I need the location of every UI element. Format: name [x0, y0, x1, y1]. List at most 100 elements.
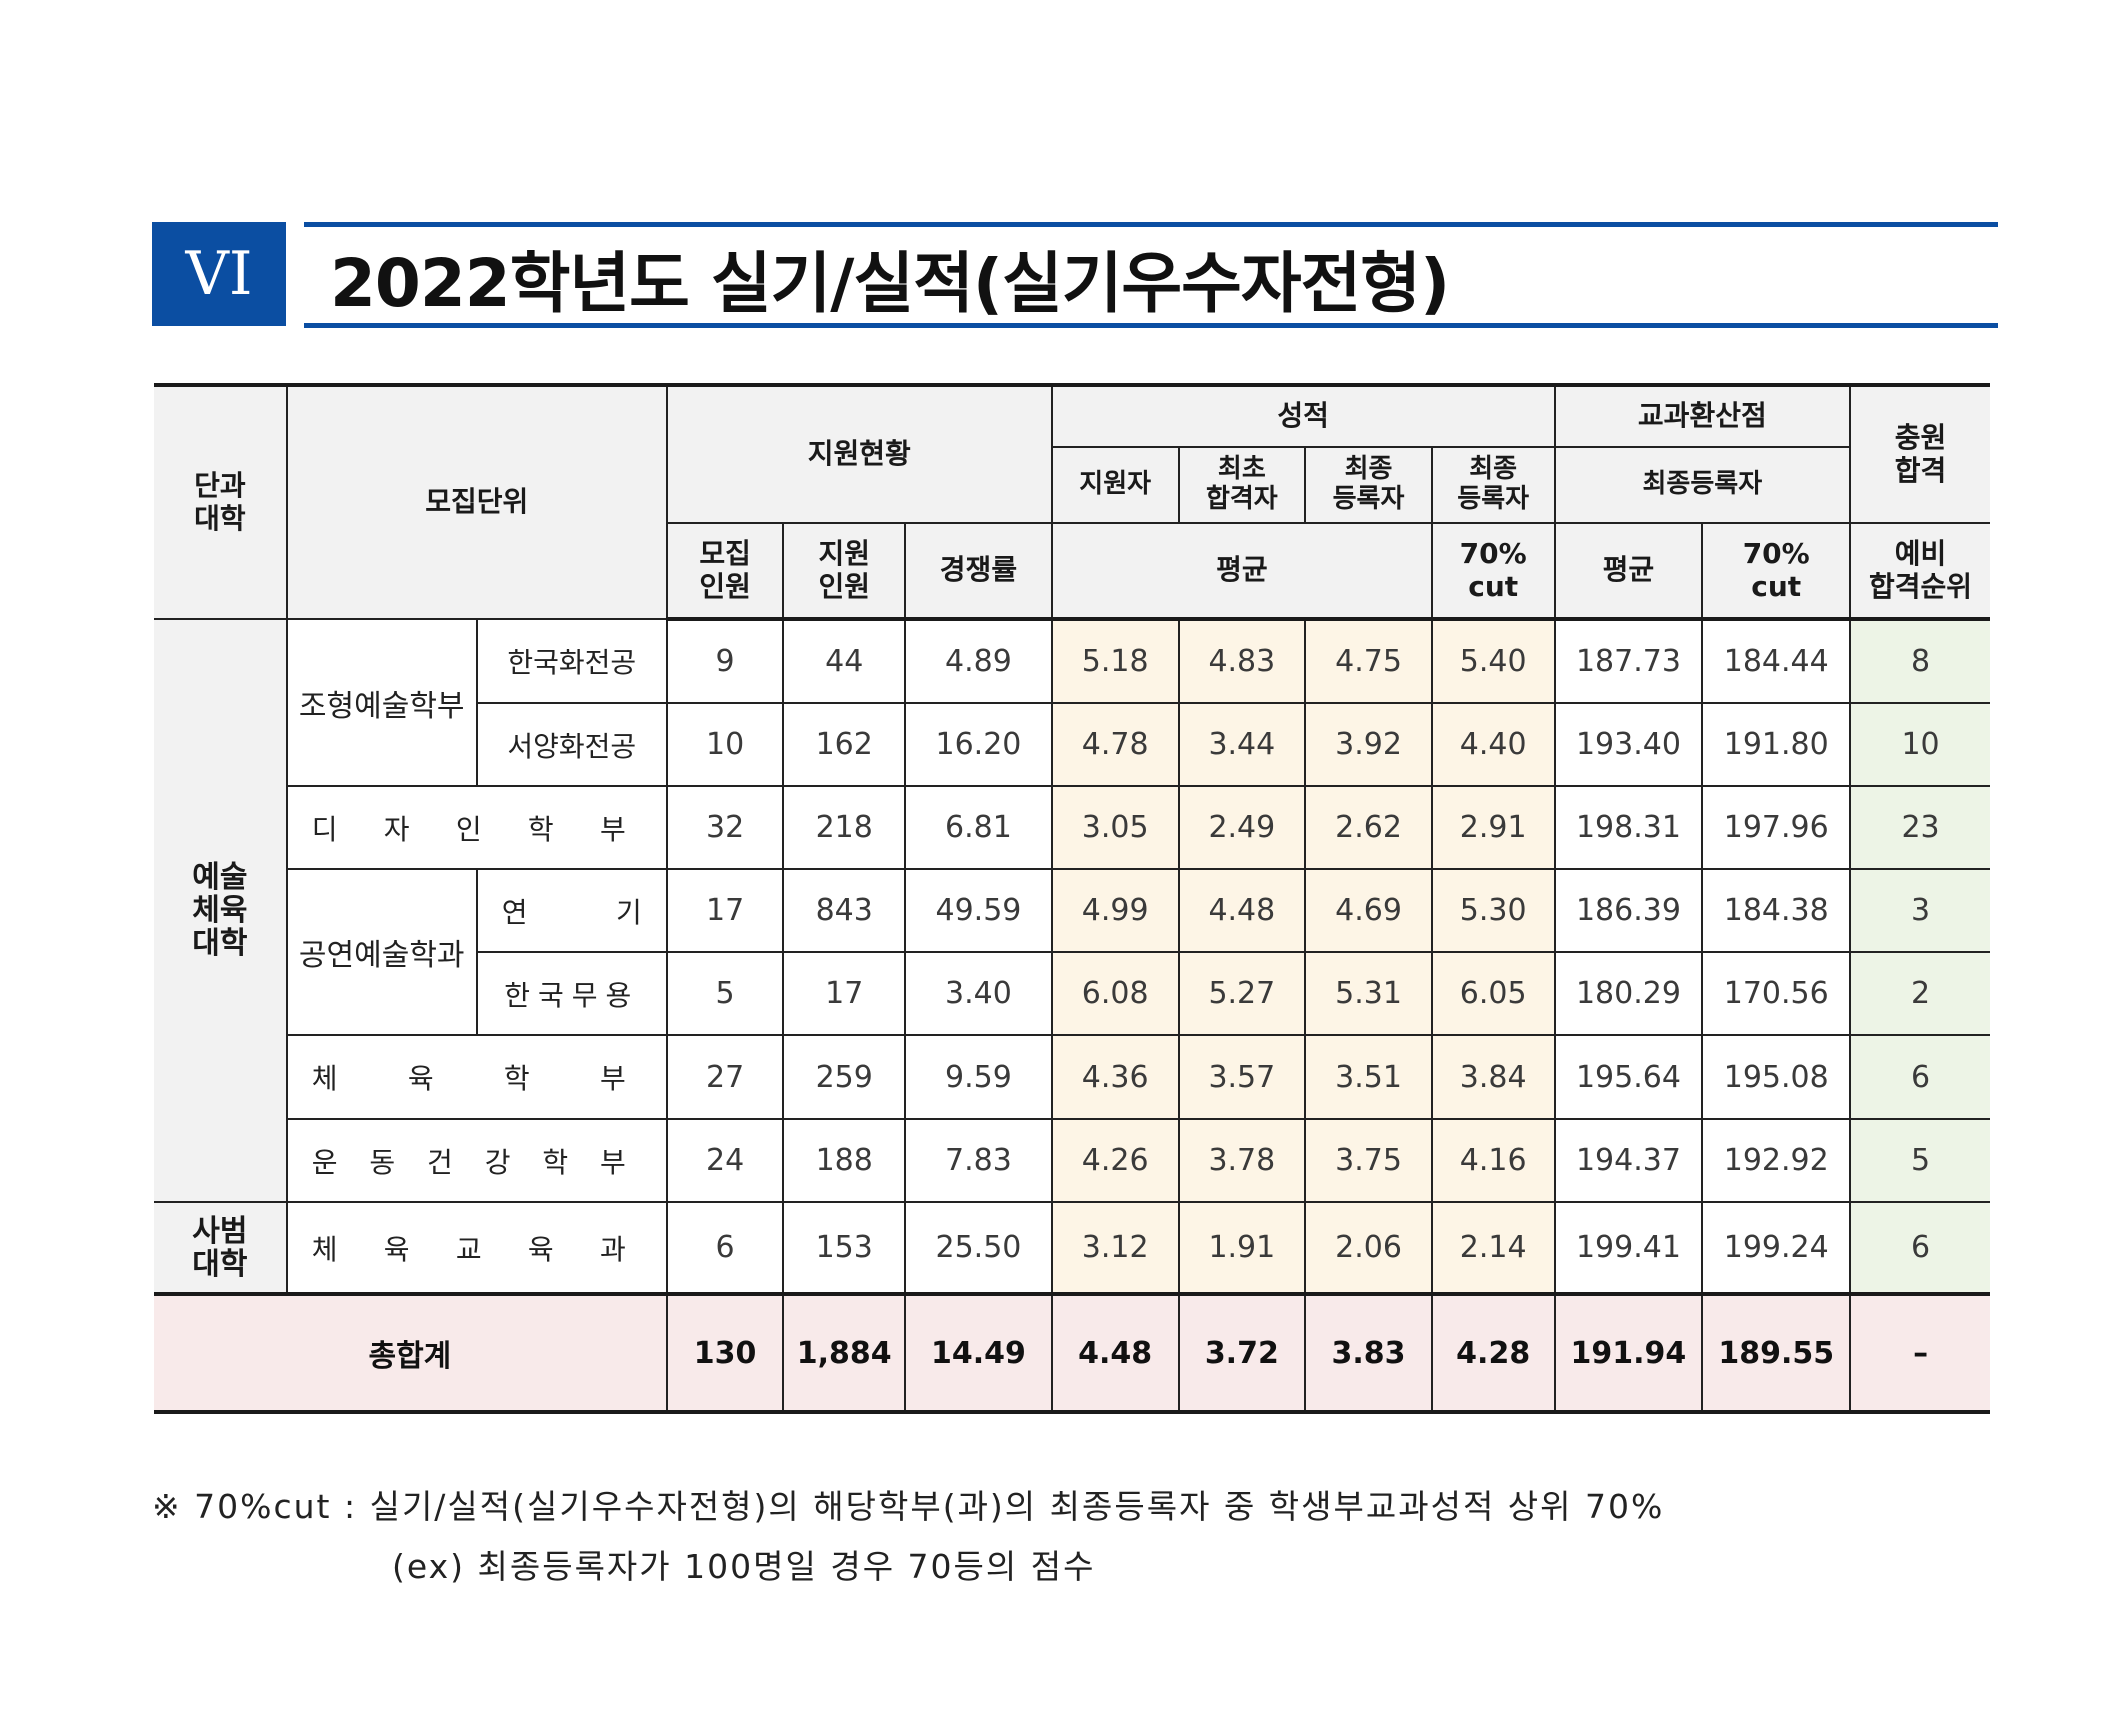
score-cut70: 3.84: [1430, 1034, 1556, 1120]
dept-name-char: 자: [383, 812, 410, 846]
score-first-pass: 2.49: [1177, 785, 1307, 870]
quota-cell: 10: [665, 702, 785, 787]
score-final-reg: 2.62: [1304, 785, 1433, 870]
score-first-pass: 1.91: [1177, 1201, 1307, 1295]
quota-cell: 17: [665, 868, 785, 953]
dept-name-char: 체: [311, 1062, 338, 1095]
score-applicants: 6.08: [1050, 951, 1180, 1036]
score-first-pass: 3.78: [1177, 1118, 1307, 1203]
header-final-reg-cut: 최종 등록자: [1430, 446, 1556, 524]
header-applied: 지원 인원: [782, 522, 907, 621]
converted-avg: 180.29: [1553, 951, 1704, 1036]
header-ratio: 경쟁률: [904, 522, 1053, 621]
converted-cut70: 195.08: [1701, 1034, 1852, 1120]
dept-name-char: 학: [527, 812, 554, 846]
score-first-pass: 3.44: [1177, 702, 1307, 787]
waitlist-rank: 8: [1849, 618, 1990, 704]
table-row: 서양화전공 10 162 16.20 4.78 3.44 3.92 4.40 1…: [154, 702, 1990, 787]
waitlist-rank: 5: [1849, 1118, 1990, 1203]
score-applicants: 4.78: [1050, 702, 1180, 787]
header-grades: 성적: [1050, 385, 1556, 448]
total-row: 총합계 130 1,884 14.49 4.48 3.72 3.83 4.28 …: [154, 1292, 1990, 1413]
table-row: 운 동 건 강 학 부 24 188 7.83 4.26 3.78 3.75 4…: [154, 1118, 1990, 1203]
total-label: 총합계: [154, 1292, 668, 1413]
dept-name-char: 육: [383, 1232, 410, 1266]
dept-name-char: 교: [455, 1232, 482, 1266]
table-row: 체 육 학 부 27 259 9.59 4.36 3.57 3.51 3.84 …: [154, 1034, 1990, 1120]
results-table: 단과 대학 모집단위 지원현황 성적 교과환산점 충원 합격 지원자 최초 합격…: [154, 383, 1990, 1414]
table-row: 예술 체육 대학 조형예술학부 한국화전공 9 44 4.89 5.18 4.8…: [154, 618, 1990, 1203]
group-formative: 조형예술학부: [285, 618, 478, 787]
table-row: 한국무용 5 17 3.40 6.08 5.27 5.31 6.05 180.2…: [154, 951, 1990, 1036]
dept-name: 연 기: [475, 868, 668, 953]
dept-name-char: 부: [599, 812, 626, 846]
waitlist-rank: 2: [1849, 951, 1990, 1036]
college-arts: 예술 체육 대학: [154, 618, 288, 1203]
dept-name-char: 연: [501, 895, 528, 929]
total-score-first-pass: 3.72: [1177, 1292, 1307, 1413]
section-title: VI 2022학년도 실기/실적(실기우수자전형): [152, 222, 1998, 328]
score-cut70: 5.30: [1430, 868, 1556, 953]
dept-name-char: 동: [369, 1145, 396, 1179]
total-waitlist: –: [1849, 1292, 1990, 1413]
dept-name-char: 과: [599, 1232, 626, 1266]
quota-cell: 9: [665, 618, 785, 704]
waitlist-rank: 10: [1849, 702, 1990, 787]
converted-cut70: 199.24: [1701, 1201, 1852, 1295]
quota-cell: 6: [665, 1201, 785, 1295]
total-score-applicants: 4.48: [1050, 1292, 1180, 1413]
score-cut70: 5.40: [1430, 618, 1556, 704]
header-first-pass: 최초 합격자: [1177, 446, 1307, 524]
waitlist-rank: 3: [1849, 868, 1990, 953]
converted-avg: 187.73: [1553, 618, 1704, 704]
score-applicants: 5.18: [1050, 618, 1180, 704]
dept-name: 한국화전공: [475, 618, 668, 704]
ratio-cell: 7.83: [904, 1118, 1053, 1203]
dept-name-char: 운: [311, 1145, 338, 1179]
header-final-reg: 최종 등록자: [1304, 446, 1433, 524]
total-converted-cut70: 189.55: [1701, 1292, 1852, 1413]
ratio-cell: 6.81: [904, 785, 1053, 870]
total-quota: 130: [665, 1292, 785, 1413]
score-cut70: 4.40: [1430, 702, 1556, 787]
quota-cell: 32: [665, 785, 785, 870]
score-final-reg: 3.51: [1304, 1034, 1433, 1120]
table-row: 디 자 인 학 부 32 218 6.81 3.05 2.49 2.62 2.9…: [154, 785, 1990, 870]
dept-name-char: 건: [427, 1145, 453, 1179]
dept-name-char: 인: [455, 812, 482, 846]
total-converted-avg: 191.94: [1553, 1292, 1704, 1413]
applied-cell: 153: [782, 1201, 907, 1295]
applied-cell: 44: [782, 618, 907, 704]
waitlist-rank: 6: [1849, 1034, 1990, 1120]
score-first-pass: 4.83: [1177, 618, 1307, 704]
applied-cell: 218: [782, 785, 907, 870]
score-applicants: 4.99: [1050, 868, 1180, 953]
score-applicants: 3.12: [1050, 1201, 1180, 1295]
score-final-reg: 3.92: [1304, 702, 1433, 787]
dept-name: 디 자 인 학 부: [286, 785, 668, 870]
title-rule-bottom: [304, 323, 1998, 328]
quota-cell: 27: [665, 1034, 785, 1120]
score-first-pass: 3.57: [1177, 1034, 1307, 1120]
header-quota: 모집 인원: [666, 522, 785, 621]
waitlist-rank: 23: [1849, 785, 1990, 870]
converted-cut70: 170.56: [1701, 951, 1852, 1036]
footnote-example: (ex) 최종등록자가 100명일 경우 70등의 점수: [392, 1547, 1096, 1586]
applied-cell: 843: [782, 868, 907, 953]
ratio-cell: 4.89: [904, 618, 1053, 704]
group-performing: 공연예술학과: [286, 868, 478, 1036]
dept-name-char: 부: [600, 1062, 626, 1095]
dept-name: 운 동 건 강 학 부: [286, 1118, 668, 1203]
total-ratio: 14.49: [904, 1292, 1053, 1413]
header-applicants: 지원자: [1051, 446, 1180, 524]
ratio-cell: 25.50: [904, 1201, 1053, 1295]
header-applications: 지원현황: [665, 385, 1053, 524]
header-converted: 교과환산점: [1553, 385, 1852, 448]
dept-name-char: 육: [527, 1232, 554, 1266]
converted-avg: 194.37: [1553, 1118, 1704, 1203]
score-cut70: 2.14: [1430, 1201, 1556, 1295]
converted-cut70: 184.44: [1701, 618, 1852, 704]
applied-cell: 17: [782, 951, 907, 1036]
converted-cut70: 191.80: [1701, 702, 1852, 787]
dept-name: 체 육 학 부: [286, 1034, 668, 1120]
